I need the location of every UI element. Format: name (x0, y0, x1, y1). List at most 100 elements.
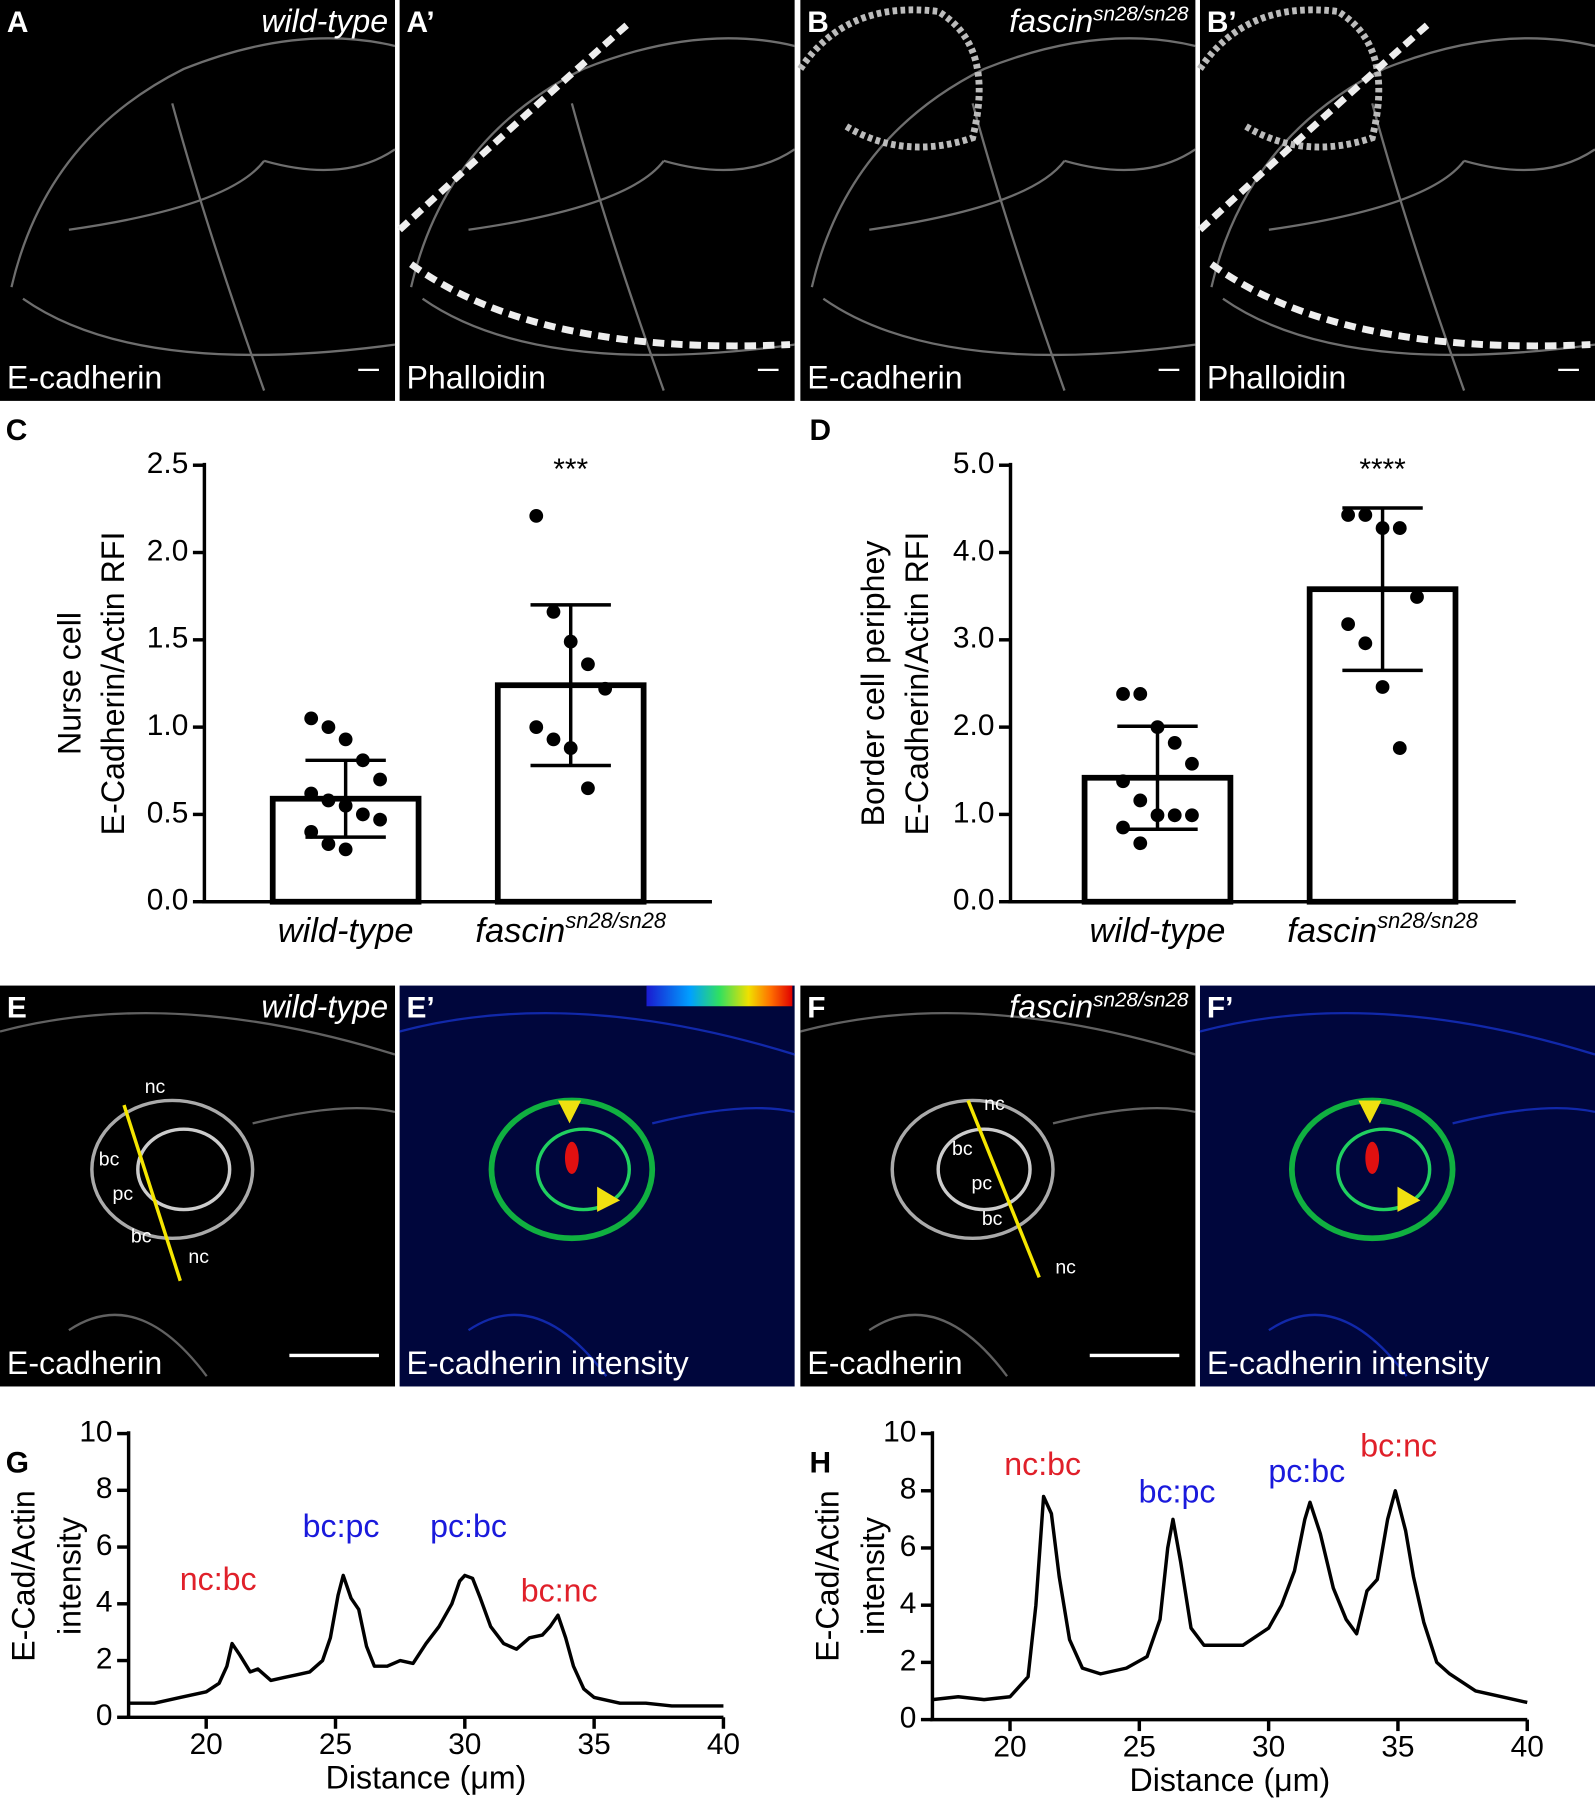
cell-outline (90, 1098, 255, 1241)
y-tick-label: 6 (900, 1530, 917, 1563)
data-point (1375, 521, 1390, 535)
region-label: bc (99, 1148, 120, 1170)
x-tick-label: 35 (1381, 1730, 1414, 1763)
region-label: pc (113, 1183, 134, 1205)
genotype: fascin (1009, 3, 1093, 39)
y-tick-label: 8 (900, 1473, 917, 1506)
genotype-superscript: sn28/sn28 (1093, 988, 1189, 1011)
y-tick-label: 5.0 (953, 447, 995, 480)
panel-letter: F’ (1207, 992, 1234, 1025)
y-tick-label: 1.0 (147, 709, 189, 742)
data-point (1150, 808, 1165, 823)
micrograph (0, 985, 396, 1387)
region-label: bc (982, 1208, 1003, 1230)
micrograph (399, 985, 795, 1387)
data-point (529, 508, 544, 523)
y-axis-label: E-Cadherin/Actin RFI (899, 532, 935, 836)
data-point (1341, 617, 1356, 631)
cell-outline (1288, 1097, 1456, 1242)
y-axis-label: E-Cad/Actin (809, 1490, 845, 1662)
data-point (355, 753, 370, 768)
hotspot (564, 1141, 579, 1174)
cell-outline (1197, 6, 1383, 151)
data-point (1341, 508, 1356, 522)
data-point (1116, 820, 1130, 835)
data-point (1375, 680, 1390, 694)
region-label: nc (145, 1076, 166, 1098)
profile-line (966, 1099, 1041, 1278)
image-panel: E E-cadherin wild-type nc bc pc bc nc (0, 985, 396, 1387)
data-point (1185, 756, 1199, 771)
data-point (355, 807, 370, 822)
y-tick-label: 2 (96, 1642, 113, 1675)
image-panel: F E-cadherin fascinsn28/sn28 nc bc pc bc nc (800, 985, 1196, 1387)
y-tick-label: 2.0 (147, 534, 189, 567)
panel-letter: B’ (1207, 6, 1237, 39)
y-axis-label: E-Cadherin/Actin RFI (95, 532, 131, 836)
image-panel: F’ E-cadherin intensity (1199, 985, 1595, 1387)
colorbar (646, 985, 793, 1007)
cell-outline (797, 6, 983, 151)
panel-letter: A (7, 6, 29, 39)
data-point (1392, 741, 1407, 755)
cell-outline (1199, 1012, 1595, 1377)
y-tick-label: 0.5 (147, 796, 189, 829)
y-axis-label: Nurse cell (51, 612, 87, 755)
actin-border (397, 20, 791, 350)
genotype: wild-type (261, 989, 388, 1025)
data-point (321, 793, 336, 808)
category: wild-type (278, 912, 414, 950)
panel-letter: F (807, 992, 825, 1025)
image-panel: A’ Phalloidin (397, 0, 796, 401)
y-tick-label: 2 (900, 1644, 917, 1677)
genotype: wild-type (261, 3, 388, 39)
x-tick-label: 40 (1511, 1730, 1544, 1763)
stain-label: E-cadherin intensity (407, 1345, 689, 1381)
panel-letter: C (6, 414, 28, 447)
data-point (304, 824, 319, 839)
genotype-label: fascinsn28/sn28 (1009, 3, 1189, 39)
micrograph (1199, 985, 1595, 1387)
data-point (321, 720, 336, 735)
y-tick-label: 10 (79, 1415, 112, 1448)
region-label: bc (131, 1225, 152, 1247)
panel-letter: H (810, 1447, 832, 1480)
panel-letter: E’ (407, 992, 435, 1025)
profile-line (122, 1104, 182, 1282)
data-point (1133, 836, 1148, 851)
y-tick-label: 0.0 (147, 884, 189, 917)
y-axis-label: intensity (51, 1517, 87, 1635)
x-tick-label: 40 (707, 1728, 740, 1761)
data-point (529, 720, 544, 735)
x-tick-label: 30 (448, 1728, 481, 1761)
y-tick-label: 6 (96, 1529, 113, 1562)
x-tick-label: 20 (993, 1730, 1026, 1763)
data-point (373, 812, 387, 827)
data-point (304, 786, 319, 801)
x-tick-label: 35 (578, 1728, 611, 1761)
data-point (563, 634, 578, 649)
y-tick-label: 4 (96, 1586, 113, 1619)
actin-border (1197, 20, 1591, 350)
stain-label: E-cadherin (807, 359, 962, 395)
y-tick-label: 0 (900, 1701, 917, 1734)
x-tick-label: fascinsn28/sn28 (1287, 908, 1478, 950)
panel-letter: D (810, 414, 832, 447)
y-axis-label: Border cell periphey (855, 541, 891, 827)
profile-line (932, 1489, 1528, 1705)
genotype-label: fascinsn28/sn28 (1009, 988, 1189, 1024)
category: fascin (475, 912, 565, 950)
y-tick-label: 2.5 (147, 447, 189, 480)
x-tick-label: 30 (1252, 1730, 1285, 1763)
x-tick-label: 20 (190, 1728, 223, 1761)
significance: **** (1359, 453, 1406, 486)
stain-label: Phalloidin (1207, 359, 1346, 395)
x-tick-label: 25 (319, 1728, 352, 1761)
cell-outline (535, 1127, 631, 1212)
region-label: pc (971, 1172, 992, 1194)
arrowhead (597, 1186, 621, 1212)
region-label: nc (984, 1093, 1005, 1115)
panel-letter: B (807, 6, 829, 39)
cell-outline (488, 1097, 656, 1242)
